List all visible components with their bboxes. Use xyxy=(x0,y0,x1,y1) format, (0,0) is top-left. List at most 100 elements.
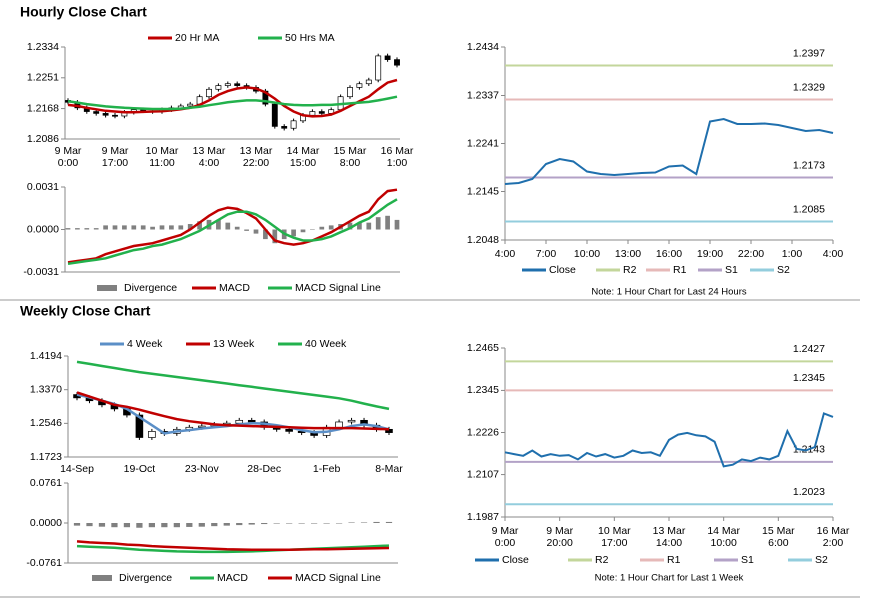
level-label: 1.2085 xyxy=(793,203,825,215)
candle-body xyxy=(148,431,156,438)
legend-label: R2 xyxy=(595,554,609,566)
legend-label: MACD xyxy=(219,282,250,294)
series-line xyxy=(67,198,398,266)
divergence-bar xyxy=(225,222,231,230)
divergence-bar xyxy=(273,523,280,524)
divergence-bar xyxy=(261,523,268,525)
chart-title: Weekly Close Chart xyxy=(20,303,151,319)
x-tick-label: 2:00 xyxy=(823,537,844,549)
divergence-bar xyxy=(93,228,99,230)
divergence-bar xyxy=(197,221,202,230)
legend-label: 40 Week xyxy=(305,338,347,350)
x-tick-label: 9 Mar xyxy=(492,525,519,537)
x-tick-label: 13 Mar xyxy=(193,145,226,157)
divergence-bar xyxy=(111,523,118,528)
x-tick-label: 22:00 xyxy=(243,157,269,169)
y-tick-label: 1.1723 xyxy=(30,451,62,463)
y-tick-label: 1.2241 xyxy=(467,137,499,149)
x-tick-label: 10 Mar xyxy=(598,525,631,537)
divergence-bar xyxy=(112,225,118,230)
legend-swatch xyxy=(92,575,112,581)
divergence-bar xyxy=(272,229,278,244)
divergence-bar xyxy=(173,523,180,528)
note: Note: 1 Hour Chart for Last 24 Hours xyxy=(591,287,746,298)
legend-label: 13 Week xyxy=(213,338,255,350)
x-tick-label: 17:00 xyxy=(102,157,128,169)
series-line xyxy=(504,117,834,185)
candle-body xyxy=(234,83,241,86)
y-tick-label: 1.3370 xyxy=(30,383,62,395)
x-tick-label: 19:00 xyxy=(697,248,723,260)
divergence-bar xyxy=(123,523,131,528)
y-tick-label: -0.0761 xyxy=(26,557,62,569)
legend-label: S2 xyxy=(815,554,828,566)
divergence-bar xyxy=(131,225,137,230)
level-label: 1.2023 xyxy=(793,486,825,498)
divergence-bar xyxy=(103,225,108,230)
x-tick-label: 10:00 xyxy=(711,537,737,549)
candle-body xyxy=(235,419,244,424)
divergence-bar xyxy=(236,523,243,526)
series-line xyxy=(76,391,390,431)
candle-body xyxy=(365,79,372,85)
candle-body xyxy=(102,113,109,116)
legend-label: Divergence xyxy=(124,282,177,294)
divergence-bar xyxy=(253,229,259,234)
divergence-bar xyxy=(310,229,315,230)
candle-body xyxy=(215,85,222,90)
x-tick-label: 11:00 xyxy=(149,157,175,169)
x-tick-label: 14 Mar xyxy=(287,145,320,157)
x-tick-label: 28-Dec xyxy=(247,463,281,475)
divergence-bar xyxy=(198,523,205,527)
y-tick-label: 1.2337 xyxy=(467,89,499,101)
y-tick-label: 1.2145 xyxy=(467,185,499,197)
divergence-bar xyxy=(244,229,249,231)
x-tick-label: 19-Oct xyxy=(124,463,156,475)
candle-body xyxy=(394,59,400,66)
x-tick-label: 9 Mar xyxy=(55,145,82,157)
divergence-bar xyxy=(248,523,255,525)
divergence-bar xyxy=(161,523,168,528)
x-tick-label: 1-Feb xyxy=(313,463,341,475)
x-tick-label: 14 Mar xyxy=(707,525,740,537)
x-tick-label: 8:00 xyxy=(340,157,361,169)
x-tick-label: 7:00 xyxy=(536,248,557,260)
legend-label: 4 Week xyxy=(127,338,163,350)
x-tick-label: 6:00 xyxy=(768,537,789,549)
divergence-bar xyxy=(73,523,81,526)
y-tick-label: -0.0031 xyxy=(23,266,59,278)
candle-body xyxy=(385,428,393,433)
divergence-bar xyxy=(394,219,400,230)
x-tick-label: 9 Mar xyxy=(546,525,573,537)
x-tick-label: 15:00 xyxy=(290,157,316,169)
series-line xyxy=(76,544,390,554)
candle-body xyxy=(206,88,212,98)
legend-label: Close xyxy=(502,554,529,566)
y-tick-label: 1.2226 xyxy=(467,426,499,438)
legend-label: R1 xyxy=(667,554,681,566)
divergence-bar xyxy=(366,222,372,230)
divergence-bar xyxy=(186,523,193,527)
legend-label: Close xyxy=(549,264,576,276)
y-tick-label: 0.0031 xyxy=(27,181,59,193)
y-tick-label: 1.1987 xyxy=(467,511,499,523)
y-tick-label: 0.0000 xyxy=(30,517,62,529)
candle-body xyxy=(356,83,363,88)
x-tick-label: 0:00 xyxy=(495,537,516,549)
candle-body xyxy=(318,111,325,114)
chart-title: Hourly Close Chart xyxy=(20,4,147,20)
legend-label: MACD Signal Line xyxy=(295,282,381,294)
x-tick-label: 13 Mar xyxy=(653,525,686,537)
level-label: 1.2345 xyxy=(793,372,825,384)
divergence-bar xyxy=(323,523,330,524)
legend-label: MACD xyxy=(217,572,248,584)
x-tick-label: 1:00 xyxy=(782,248,803,260)
divergence-bar xyxy=(98,523,106,527)
divergence-bar xyxy=(347,222,353,230)
divergence-bar xyxy=(348,522,355,523)
divergence-bar xyxy=(223,523,230,526)
divergence-bar xyxy=(357,222,362,230)
divergence-bar xyxy=(169,225,174,230)
divergence-bar xyxy=(216,219,221,230)
